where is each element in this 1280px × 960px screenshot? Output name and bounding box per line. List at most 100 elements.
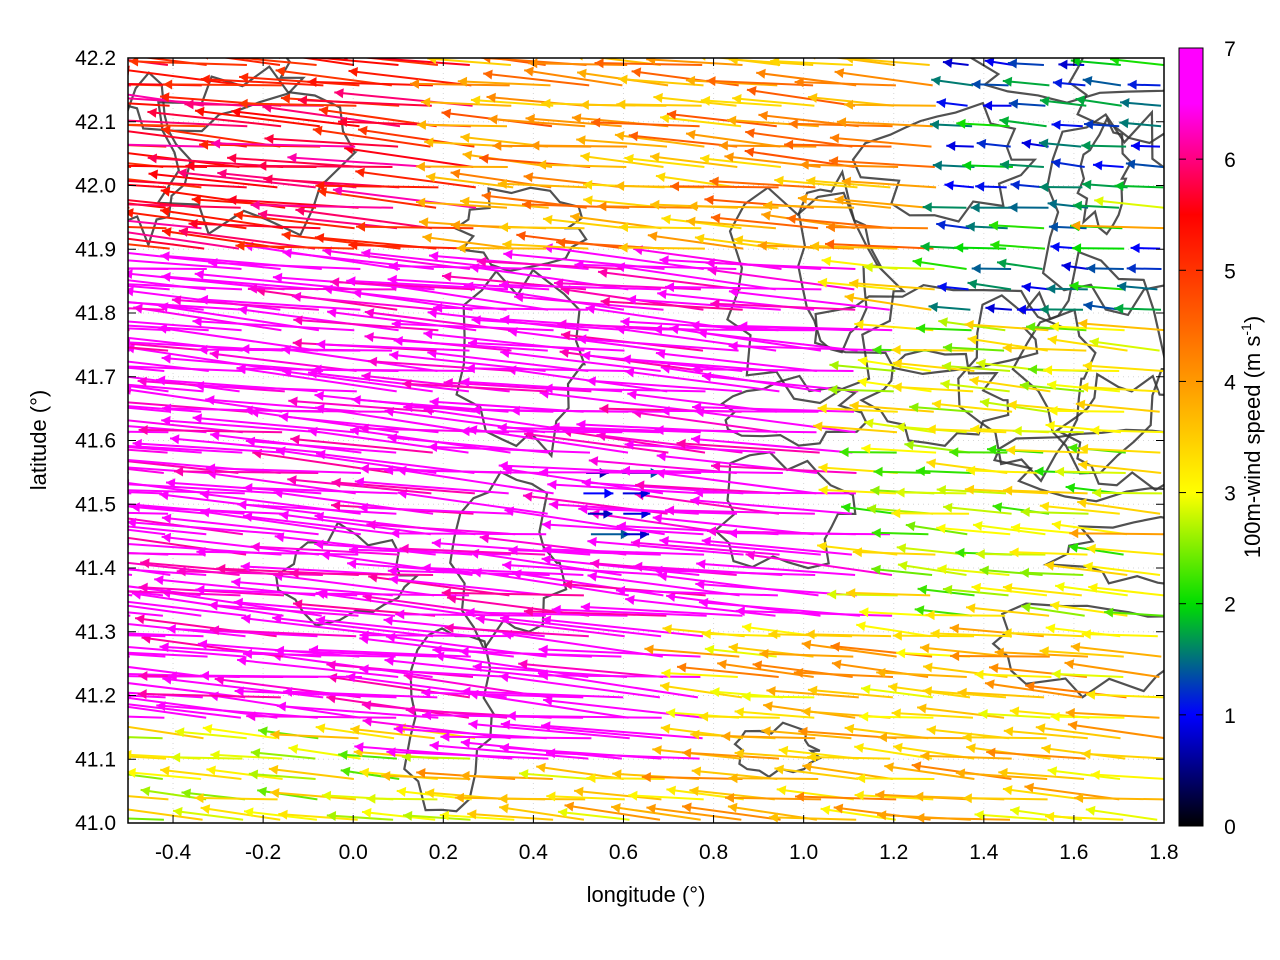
wind-vector: [1092, 487, 1163, 498]
wind-vector: [1116, 281, 1158, 292]
wind-vector: [734, 748, 820, 760]
wind-vector: [128, 324, 209, 332]
wind-vector: [387, 566, 550, 576]
wind-vector: [264, 134, 399, 148]
wind-vector: [497, 179, 588, 189]
wind-vector: [536, 762, 624, 780]
wind-vector: [316, 339, 470, 352]
wind-vector: [128, 817, 164, 821]
wind-vector: [415, 197, 508, 209]
wind-vector: [583, 488, 614, 499]
wind-vector: [915, 812, 1011, 823]
wind-vector: [128, 327, 171, 332]
wind-vector: [797, 193, 892, 209]
wind-vector: [128, 489, 245, 495]
wind-vector: [128, 283, 243, 291]
wind-vector: [564, 801, 661, 821]
wind-vector: [998, 767, 1085, 780]
colorbar-title-superscript: -1: [1238, 323, 1254, 336]
wind-vector: [128, 767, 202, 780]
wind-vector: [905, 521, 968, 536]
wind-vector: [1061, 261, 1089, 272]
wind-vector: [709, 176, 816, 189]
wind-vector: [470, 95, 554, 107]
wind-vector: [476, 256, 623, 270]
wind-vector: [849, 278, 935, 291]
wind-vector: [1089, 337, 1160, 352]
wind-vector: [942, 584, 1009, 597]
wind-vector: [834, 194, 928, 209]
wind-vector: [588, 456, 737, 474]
wind-vector: [386, 747, 549, 760]
x-tick-label: 0.2: [429, 841, 458, 864]
wind-vector: [1047, 766, 1121, 780]
wind-vector: [128, 165, 132, 168]
wind-vector: [1054, 582, 1128, 597]
wind-vector: [741, 691, 815, 702]
wind-vector: [518, 769, 591, 780]
terrain-contour-line: [813, 283, 1066, 376]
wind-vector: [1064, 659, 1160, 678]
wind-vector: [936, 220, 970, 230]
wind-vector: [128, 492, 132, 495]
wind-vector: [128, 231, 240, 250]
wind-vector: [128, 143, 205, 148]
wind-vector: [128, 405, 202, 413]
wind-vector: [1082, 361, 1164, 372]
wind-vector: [128, 600, 247, 617]
wind-vector: [576, 135, 668, 148]
wind-vector: [128, 349, 130, 352]
wind-vector: [786, 214, 893, 230]
wind-vector: [163, 79, 282, 90]
wind-vector: [128, 269, 285, 291]
wind-vector: [128, 284, 170, 291]
wind-vector: [128, 517, 284, 536]
wind-vector: [553, 278, 701, 291]
terrain-contour-line: [991, 602, 1164, 699]
wind-vector: [999, 116, 1047, 128]
wind-vector: [128, 594, 133, 597]
wind-vector: [990, 240, 1046, 251]
wind-vector: [359, 630, 514, 641]
wind-vector: [912, 257, 967, 270]
wind-vector: [128, 505, 209, 515]
wind-vector: [348, 67, 472, 87]
wind-vector: [654, 425, 817, 436]
wind-vector: [1002, 785, 1084, 801]
wind-vector: [849, 400, 934, 413]
wind-vector: [402, 810, 471, 821]
wind-vector: [130, 502, 284, 515]
wind-vector: [239, 72, 360, 87]
wind-vector: [500, 719, 663, 740]
wind-vector: [444, 623, 589, 638]
wind-vector: [257, 209, 398, 230]
wind-vector: [942, 502, 1012, 515]
wind-vector: [655, 172, 738, 189]
wind-vector: [686, 216, 776, 230]
wind-vector: [1067, 720, 1164, 740]
wind-vector: [242, 648, 396, 659]
wind-vector: [1109, 58, 1164, 66]
wind-vector: [691, 364, 854, 375]
wind-vector: [967, 279, 1012, 291]
wind-vector: [801, 639, 897, 658]
wind-vector: [209, 349, 357, 372]
wind-vector: [897, 560, 967, 576]
wind-vector: [54, 670, 125, 680]
wind-vector: [250, 748, 316, 760]
wind-vector: [1069, 281, 1124, 292]
wind-vector: [1125, 159, 1163, 170]
wind-vector: [132, 438, 284, 454]
wind-vector: [774, 764, 859, 780]
terrain-contour-line: [1068, 58, 1164, 145]
wind-vector: [498, 793, 586, 804]
wind-vector: [237, 499, 397, 515]
wind-vector: [128, 259, 242, 270]
wind-vector: [128, 705, 207, 719]
wind-vector: [974, 810, 1048, 821]
wind-vector: [433, 302, 589, 313]
x-tick-label: 1.0: [789, 841, 818, 864]
wind-vector: [138, 582, 285, 597]
wind-vector: [1008, 98, 1046, 109]
wind-vector: [488, 114, 586, 128]
